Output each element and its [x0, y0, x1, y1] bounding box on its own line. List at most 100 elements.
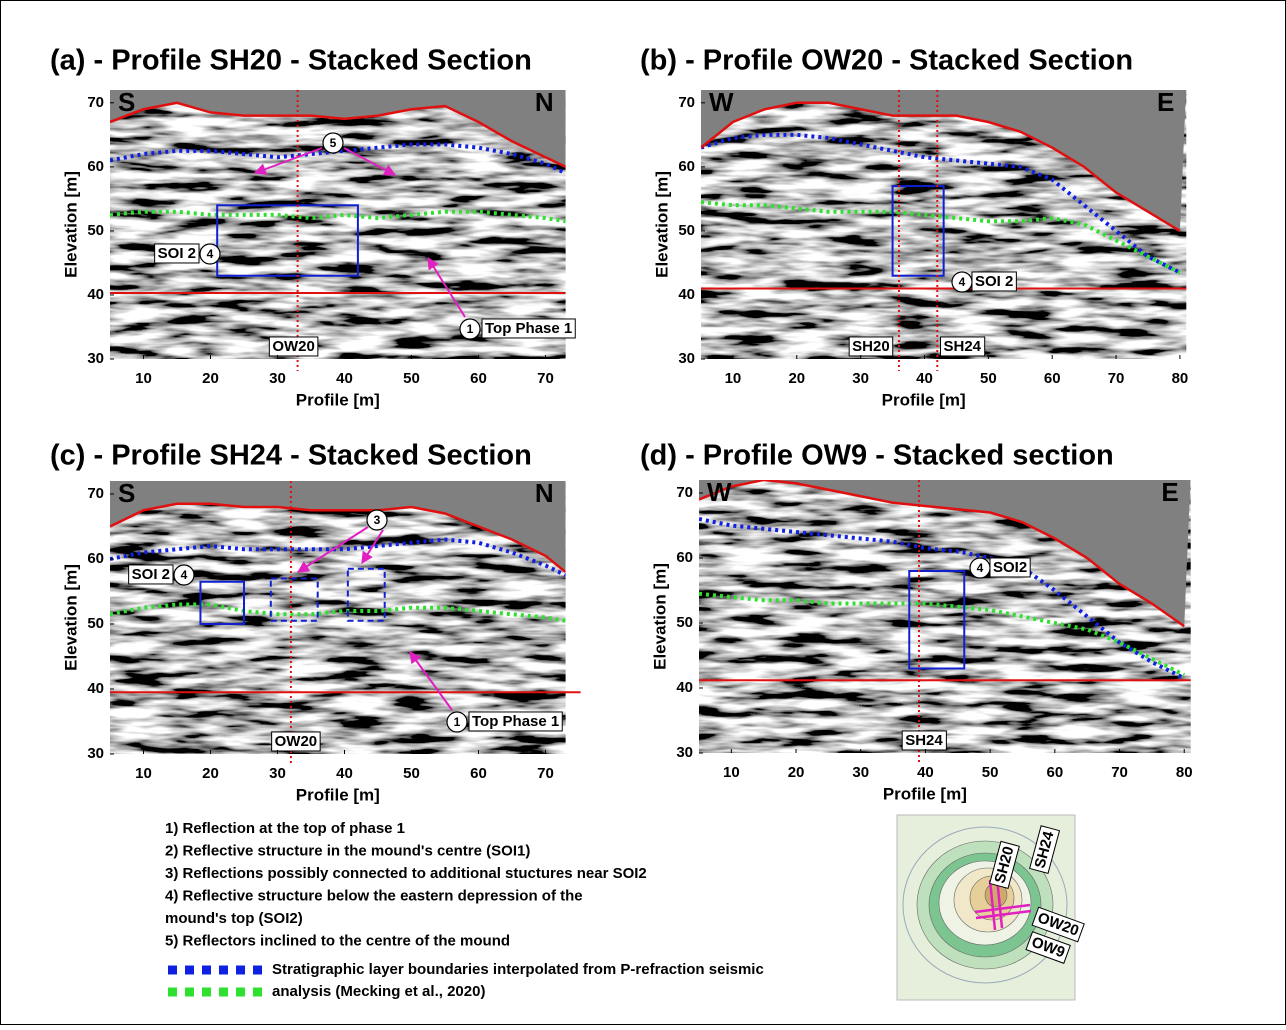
direction-left: W	[709, 87, 734, 117]
blue-boundary	[110, 142, 566, 176]
y-tick-label: 70	[87, 94, 104, 111]
annotation-label-box	[128, 564, 174, 585]
profile-label: OW20	[272, 338, 315, 355]
x-tick-label: 60	[470, 765, 487, 782]
plot-area	[699, 480, 1191, 753]
x-tick-label: 40	[336, 765, 353, 782]
direction-right: E	[1161, 477, 1178, 507]
surface-line	[699, 480, 1185, 628]
annotation-number: 3	[374, 513, 381, 527]
y-tick-label: 40	[87, 680, 104, 697]
legend-item: 3) Reflections possibly connected to add…	[165, 865, 647, 882]
y-tick-label: 70	[676, 484, 693, 501]
soi-box	[269, 577, 319, 622]
y-tick-label: 40	[676, 679, 693, 696]
legend-item: mound's top (SOI2)	[165, 910, 303, 927]
x-tick-label: 40	[917, 764, 934, 781]
annotation-arrow	[409, 651, 453, 711]
annotation-label-box	[989, 557, 1031, 578]
annotation-label-box	[154, 243, 200, 264]
soi-box	[908, 570, 966, 670]
map-label-box	[1031, 906, 1085, 943]
green-boundary	[110, 602, 566, 623]
annotation-label: SOI 2	[975, 273, 1013, 290]
panel-title: (a) - Profile SH20 - Stacked Section	[50, 45, 532, 77]
x-axis-label: Profile [m]	[296, 390, 380, 409]
annotation-number: 5	[330, 136, 337, 150]
annotation-arrow	[343, 147, 397, 176]
green-boundary	[699, 591, 1186, 677]
annotation-circle	[199, 243, 221, 265]
y-tick-label: 70	[87, 485, 104, 502]
legend-boundary-text: Stratigraphic layer boundaries interpola…	[272, 961, 764, 978]
annotation-label-box	[481, 318, 576, 339]
profile-label-box	[848, 336, 894, 357]
x-tick-label: 10	[725, 370, 742, 387]
profile-label-box	[939, 336, 986, 357]
annotation-circle	[366, 509, 388, 531]
y-axis-label: Elevation [m]	[650, 563, 669, 670]
direction-right: E	[1157, 87, 1174, 117]
legend-item: 2) Reflective structure in the mound's c…	[165, 842, 530, 859]
legend-item: 5) Reflectors inclined to the centre of …	[165, 932, 510, 949]
y-tick-label: 30	[87, 350, 104, 367]
soi-box	[216, 204, 359, 277]
annotation-arrow	[361, 529, 384, 565]
plot-area	[110, 481, 566, 754]
x-tick-label: 50	[982, 764, 999, 781]
profile-label-box	[901, 730, 947, 751]
profile-label: SH24	[905, 732, 943, 749]
x-tick-label: 30	[269, 370, 286, 387]
x-tick-label: 60	[1046, 764, 1063, 781]
above-surface	[701, 90, 1187, 231]
annotation-label: Top Phase 1	[472, 713, 559, 730]
x-tick-label: 80	[1172, 370, 1189, 387]
x-tick-label: 20	[788, 764, 805, 781]
surface-line	[110, 101, 566, 168]
green-boundary	[701, 200, 1181, 275]
panel-title: (d) - Profile OW9 - Stacked section	[640, 440, 1114, 472]
annotation-number: 1	[454, 715, 461, 729]
annotation-number: 1	[467, 322, 474, 336]
y-tick-label: 50	[676, 614, 693, 631]
direction-left: S	[118, 478, 135, 508]
x-tick-label: 60	[470, 370, 487, 387]
y-axis-label: Elevation [m]	[61, 564, 80, 671]
profile-label: SH20	[852, 338, 890, 355]
y-tick-label: 60	[676, 549, 693, 566]
blue-boundary	[110, 537, 566, 578]
y-tick-label: 50	[87, 222, 104, 239]
annotation-number: 4	[207, 247, 214, 261]
profile-label: SH24	[943, 338, 981, 355]
annotation-label: SOI2	[993, 559, 1027, 576]
annotation-circle	[459, 318, 481, 340]
x-tick-label: 10	[135, 765, 152, 782]
y-tick-label: 30	[676, 744, 693, 761]
blue-boundary	[699, 517, 1186, 681]
soi-box	[891, 185, 945, 277]
direction-right: N	[535, 87, 554, 117]
y-tick-label: 60	[87, 550, 104, 567]
annotation-label: SOI 2	[158, 245, 196, 262]
annotation-number: 4	[959, 275, 966, 289]
y-tick-label: 30	[87, 745, 104, 762]
x-tick-label: 10	[135, 370, 152, 387]
annotation-label: SOI 2	[132, 566, 170, 583]
y-tick-label: 40	[678, 286, 695, 303]
surface-line	[110, 502, 566, 573]
above-surface	[699, 480, 1191, 627]
x-tick-label: 70	[537, 765, 554, 782]
direction-left: W	[707, 477, 732, 507]
panel-title: (b) - Profile OW20 - Stacked Section	[640, 45, 1133, 77]
x-axis-label: Profile [m]	[296, 785, 380, 804]
x-tick-label: 30	[852, 370, 869, 387]
annotation-circle	[446, 711, 468, 733]
direction-left: S	[118, 87, 135, 117]
y-tick-label: 60	[87, 158, 104, 175]
x-tick-label: 80	[1176, 764, 1193, 781]
above-surface	[110, 90, 566, 167]
y-tick-label: 50	[87, 615, 104, 632]
y-axis-label: Elevation [m]	[652, 171, 671, 278]
annotation-arrow	[296, 526, 369, 573]
